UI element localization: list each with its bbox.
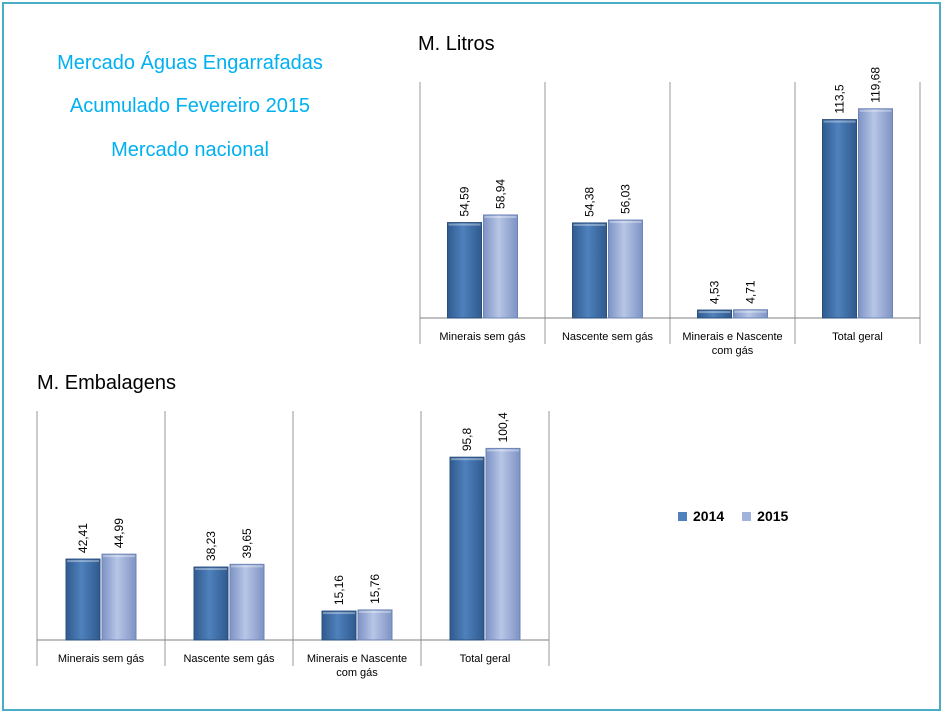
- category-label-embalagens-1: Nascente sem gás: [183, 653, 275, 665]
- category-label-litros-3: Total geral: [832, 331, 883, 343]
- category-label-litros-2: com gás: [712, 345, 754, 357]
- legend-label-2015: 2015: [757, 508, 789, 524]
- legend-item-2015: 2015: [742, 508, 788, 524]
- data-label-embalagens-2014-2: 15,16: [332, 575, 346, 605]
- bar-embalagens-2014-1: [193, 566, 229, 641]
- bar-highlight: [448, 223, 481, 226]
- bar-embalagens-2015-1: [229, 563, 265, 641]
- bar-litros-2015-2: [733, 309, 768, 319]
- data-label-litros-2014-1: 54,38: [583, 187, 597, 217]
- data-label-litros-2014-2: 4,53: [708, 280, 722, 304]
- category-label-embalagens-2: com gás: [336, 667, 378, 679]
- data-label-litros-2014-3: 113,5: [833, 84, 847, 113]
- category-label-litros-1: Nascente sem gás: [562, 331, 654, 343]
- bar-highlight: [67, 560, 99, 563]
- bar-highlight: [487, 449, 519, 452]
- heading-line-2: Acumulado Fevereiro 2015: [69, 95, 311, 117]
- category-label-embalagens-3: Total geral: [460, 653, 511, 665]
- bar-embalagens-2014-0: [65, 558, 101, 641]
- heading-line-1: Mercado Águas Engarrafadas: [57, 52, 323, 74]
- data-label-litros-2015-2: 4,71: [744, 280, 758, 304]
- data-label-embalagens-2015-0: 44,99: [112, 518, 126, 548]
- bar-litros-2014-2: [697, 309, 732, 319]
- bar-highlight: [195, 568, 227, 571]
- legend-swatch-2015: [742, 511, 752, 521]
- category-label-embalagens-2: Minerais e Nascente: [307, 653, 407, 665]
- data-label-embalagens-2014-3: 95,8: [460, 428, 474, 452]
- heading-line-3: Mercado nacional: [111, 139, 269, 161]
- bar-highlight: [484, 215, 517, 218]
- data-label-embalagens-2015-2: 15,76: [368, 574, 382, 604]
- bar-litros-2014-0: [447, 222, 482, 319]
- bar-highlight: [573, 223, 606, 226]
- bar-highlight: [734, 310, 767, 313]
- bar-highlight: [698, 311, 731, 314]
- bar-embalagens-2015-2: [357, 609, 393, 641]
- data-label-embalagens-2015-1: 39,65: [240, 528, 254, 558]
- bar-highlight: [859, 109, 892, 112]
- bar-embalagens-2015-3: [485, 447, 521, 641]
- category-label-litros-2: Minerais e Nascente: [682, 331, 782, 343]
- bar-highlight: [359, 610, 391, 613]
- data-label-litros-2015-3: 119,68: [869, 67, 883, 103]
- bar-highlight: [231, 565, 263, 568]
- bar-highlight: [103, 555, 135, 558]
- data-label-embalagens-2014-1: 38,23: [204, 531, 218, 561]
- bar-litros-2015-3: [858, 108, 893, 319]
- data-label-litros-2015-1: 56,03: [619, 184, 633, 214]
- data-label-litros-2014-0: 54,59: [458, 186, 472, 216]
- chart-title-litros: M. Litros: [418, 33, 495, 55]
- chart-title-embalagens: M. Embalagens: [37, 372, 176, 394]
- category-label-litros-0: Minerais sem gás: [439, 331, 526, 343]
- legend-item-2014: 2014: [678, 508, 724, 524]
- category-label-embalagens-0: Minerais sem gás: [58, 653, 145, 665]
- bar-highlight: [323, 612, 355, 615]
- bar-litros-2015-0: [483, 214, 518, 319]
- bar-highlight: [609, 221, 642, 224]
- bar-litros-2014-3: [822, 119, 857, 319]
- legend: 2014 2015: [678, 508, 788, 524]
- bar-litros-2014-1: [572, 222, 607, 319]
- data-label-embalagens-2014-0: 42,41: [76, 523, 90, 553]
- bar-litros-2015-1: [608, 219, 643, 319]
- legend-swatch-2014: [678, 511, 687, 521]
- data-label-embalagens-2015-3: 100,4: [496, 412, 510, 442]
- bar-highlight: [823, 120, 856, 123]
- bar-embalagens-2015-0: [101, 553, 137, 641]
- bar-embalagens-2014-3: [449, 456, 485, 641]
- bar-highlight: [451, 458, 483, 461]
- bar-embalagens-2014-2: [321, 610, 357, 641]
- legend-label-2014: 2014: [693, 508, 725, 524]
- data-label-litros-2015-0: 58,94: [494, 179, 508, 209]
